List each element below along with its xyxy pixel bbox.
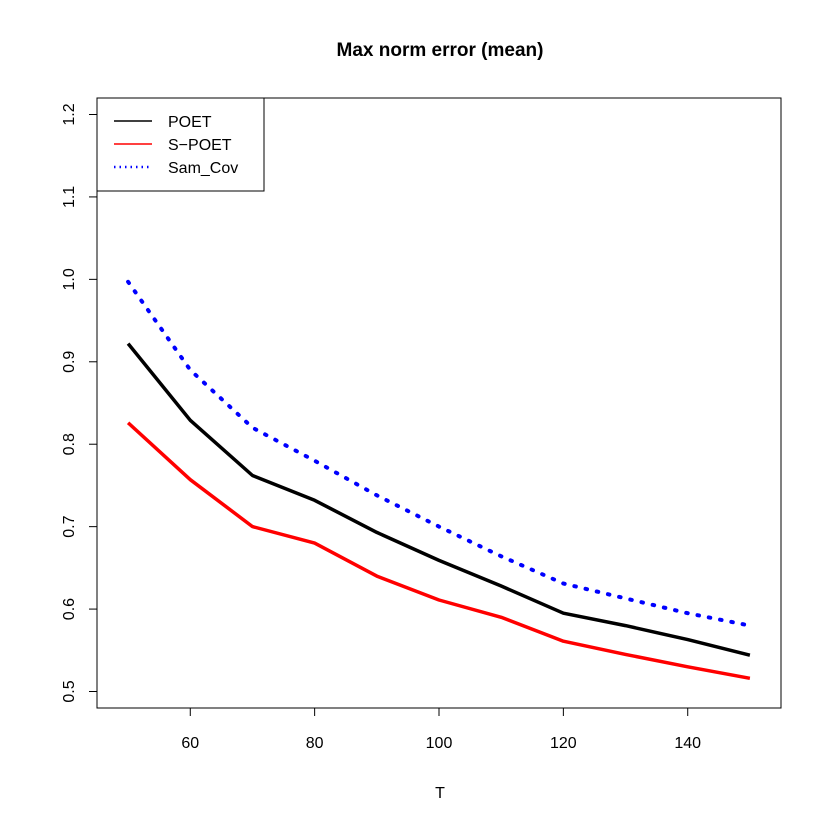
x-axis-label: T <box>435 785 445 802</box>
x-tick-label: 60 <box>181 735 199 752</box>
series-line-0 <box>126 342 751 657</box>
series-line-2 <box>126 279 752 628</box>
y-tick-label: 0.6 <box>61 598 78 620</box>
x-tick-label: 140 <box>674 735 701 752</box>
x-tick-label: 100 <box>426 735 453 752</box>
y-tick-label: 0.8 <box>61 433 78 455</box>
y-tick-label: 1.0 <box>61 268 78 290</box>
legend-label-0: POET <box>168 114 212 131</box>
y-tick-label: 0.5 <box>61 680 78 702</box>
legend-label-2: Sam_Cov <box>168 160 238 177</box>
y-tick-label: 0.9 <box>61 351 78 373</box>
x-axis: 60 80 100 120 140 <box>181 707 701 752</box>
legend: POET S−POET Sam_Cov <box>96 97 265 192</box>
series-group <box>126 279 752 681</box>
chart-title: Max norm error (mean) <box>337 40 544 61</box>
y-axis: 0.5 0.6 0.7 0.8 0.9 1.0 1.1 1.2 <box>61 103 98 703</box>
series-line-1 <box>126 421 751 681</box>
x-tick-label: 120 <box>550 735 577 752</box>
legend-label-1: S−POET <box>168 137 232 154</box>
y-tick-label: 1.1 <box>61 186 78 208</box>
x-tick-label: 80 <box>306 735 324 752</box>
y-tick-label: 0.7 <box>61 515 78 537</box>
y-tick-label: 1.2 <box>61 103 78 125</box>
